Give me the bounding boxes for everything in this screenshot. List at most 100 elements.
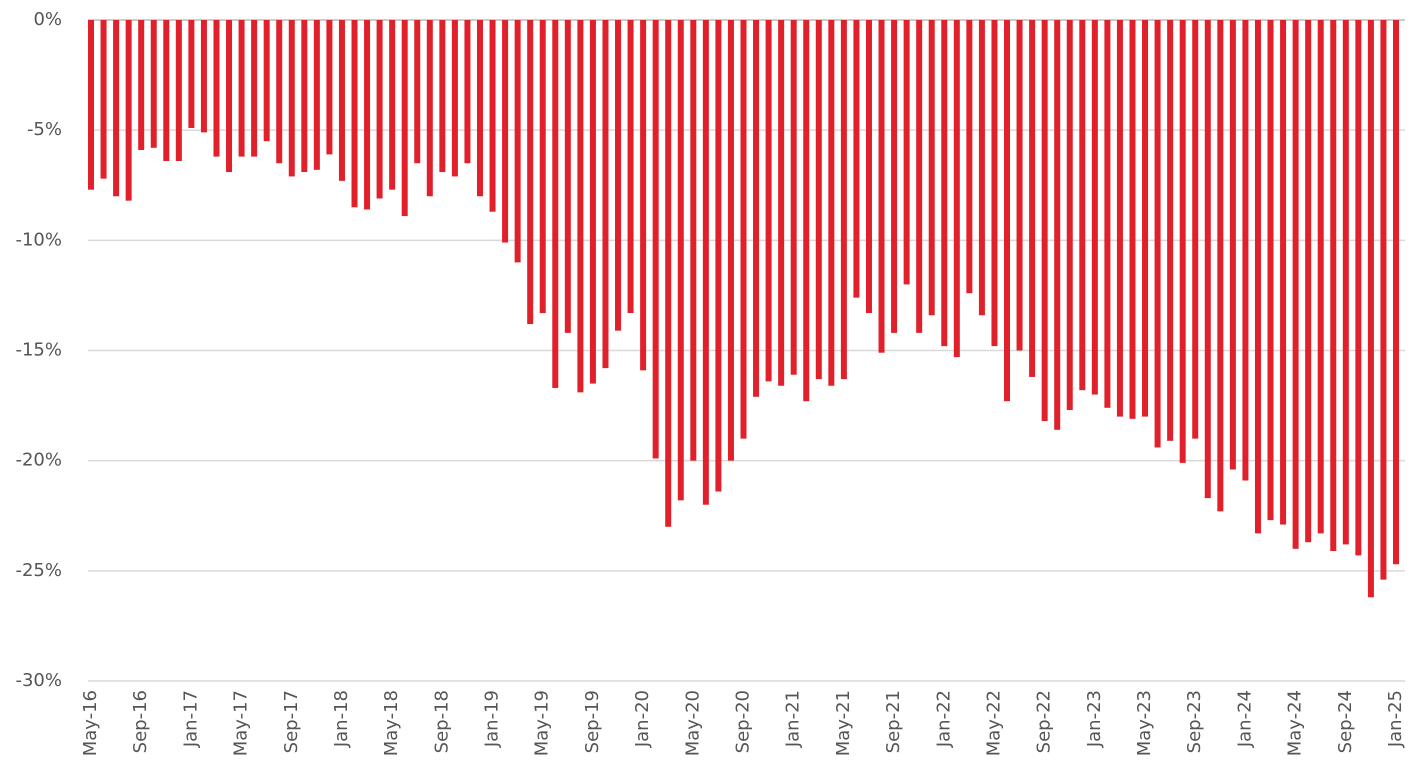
bar [1041,20,1048,422]
y-tick-label: -20% [15,450,62,471]
bar [1154,20,1161,448]
bar [1330,20,1337,552]
bar [1054,20,1061,430]
bar [1004,20,1011,402]
bar [552,20,559,388]
bar [727,20,734,461]
bar [100,20,107,179]
bar [1355,20,1362,556]
bar [1104,20,1111,408]
bar [502,20,509,243]
bar [1192,20,1199,439]
bar [439,20,446,173]
bar [966,20,973,294]
bar [138,20,145,150]
x-tick-label: Sep-22 [1034,690,1055,753]
bar [615,20,622,331]
x-tick-label: Jan-23 [1084,690,1105,748]
y-tick-label: -25% [15,560,62,581]
bar [1016,20,1023,351]
x-tick-label: Jan-21 [783,690,804,748]
bar [1066,20,1073,410]
bar [878,20,885,353]
x-tick-label: Jan-18 [331,690,352,748]
bar [790,20,797,375]
x-tick-label: Jan-20 [632,690,653,748]
bar [88,20,94,190]
bar [376,20,383,199]
x-tick-label: Sep-16 [130,690,151,753]
bar [1380,20,1387,580]
bar [1217,20,1224,512]
x-tick-label: Jan-19 [482,690,503,748]
bar [803,20,810,402]
bar [1116,20,1123,417]
bar [589,20,596,384]
bar [125,20,132,201]
bar [677,20,684,501]
bar [815,20,822,380]
bar [351,20,358,208]
bar [1242,20,1249,481]
x-tick-label: May-22 [983,690,1004,756]
x-tick-label: May-21 [833,690,854,756]
x-tick-label: Sep-23 [1184,690,1205,753]
bar [1367,20,1374,598]
y-tick-label: 0% [33,9,62,30]
bar [652,20,659,459]
bar [1167,20,1174,441]
bar [1129,20,1136,419]
bar [451,20,458,177]
bar [903,20,910,285]
bar [389,20,396,190]
bar [577,20,584,393]
x-tick-label: May-23 [1134,690,1155,756]
bar [690,20,697,461]
bar [426,20,433,197]
bar [464,20,471,164]
bar [263,20,270,142]
y-tick-label: -30% [15,670,62,691]
x-tick-label: Sep-24 [1335,690,1356,753]
bar [313,20,320,170]
bar [476,20,483,197]
bar [640,20,647,371]
x-tick-label: Sep-19 [582,690,603,753]
bar [1393,20,1399,565]
bar [1142,20,1149,417]
bar [288,20,295,177]
x-tick-label: May-16 [80,690,101,756]
bar [1079,20,1086,391]
bar [213,20,220,157]
bar [251,20,258,157]
bar [163,20,170,162]
bar [113,20,120,197]
bar [564,20,571,333]
bar [364,20,371,210]
bar [226,20,233,173]
bar [326,20,333,155]
bar [188,20,195,128]
bar [200,20,207,133]
bar [978,20,985,316]
x-tick-label: May-20 [682,690,703,756]
bar [627,20,634,314]
bar [414,20,421,164]
bar [1280,20,1287,525]
bar [740,20,747,439]
bar [527,20,534,325]
bar [991,20,998,347]
bar [765,20,772,382]
bar [150,20,157,148]
bar [665,20,672,527]
bar [916,20,923,333]
bar [953,20,960,358]
bar [1179,20,1186,463]
bar [753,20,760,397]
y-tick-label: -15% [15,340,62,361]
bar [602,20,609,369]
bar [865,20,872,314]
bar [301,20,308,173]
bar [828,20,835,386]
